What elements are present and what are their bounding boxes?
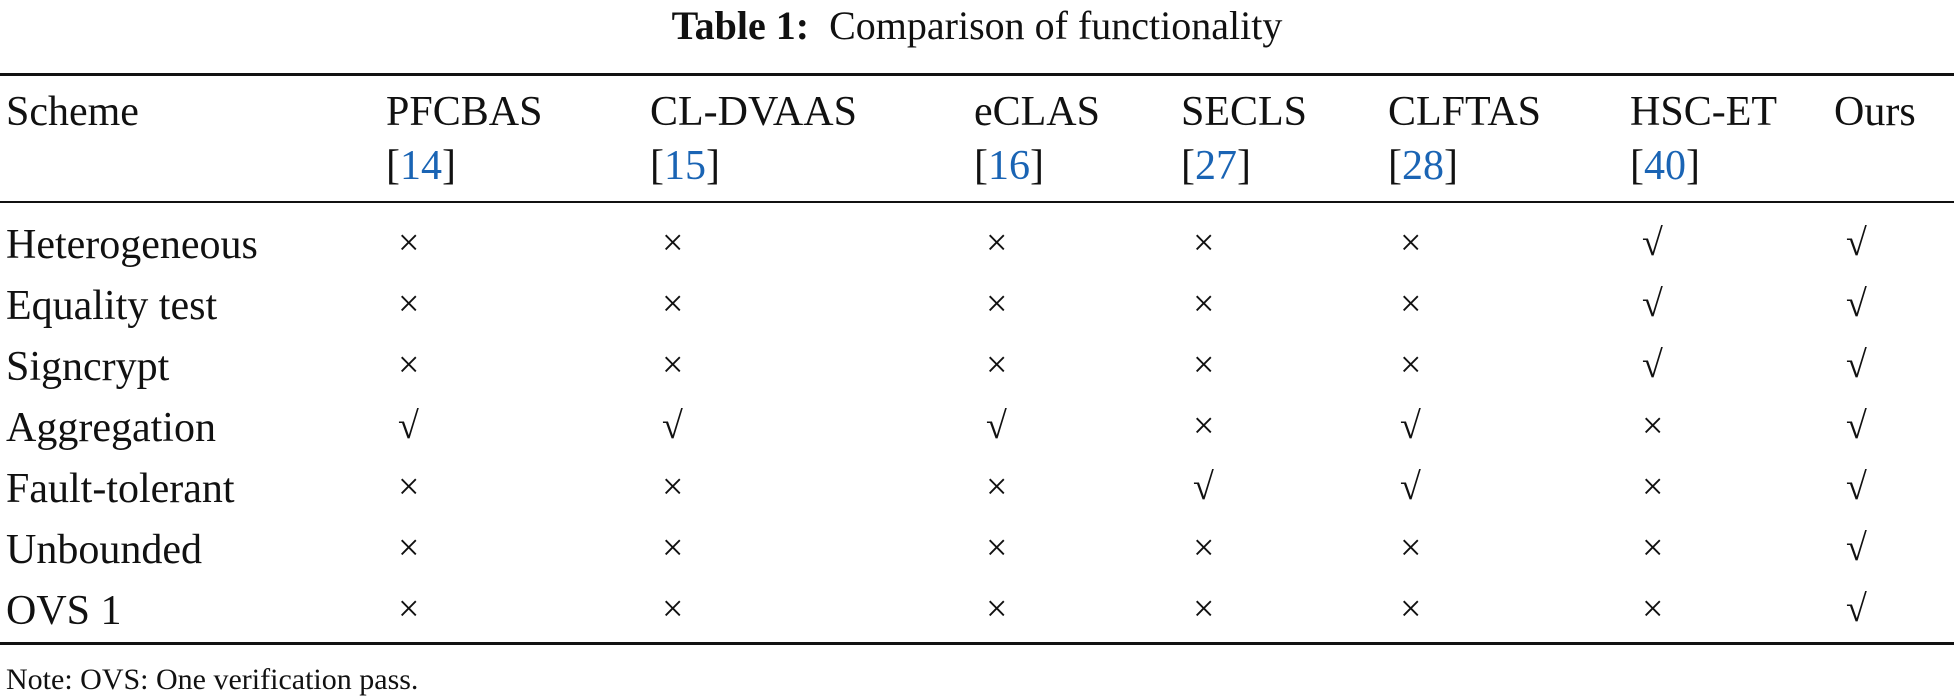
header-name: SECLS (1181, 89, 1308, 135)
cell-symbol: √ (1642, 283, 1663, 325)
cell-symbol: × (986, 527, 1008, 569)
cell-symbol: × (1400, 222, 1422, 264)
cite-bracket: [ (650, 143, 664, 189)
cell-symbol: × (1400, 344, 1422, 386)
header-cite: [14] (386, 145, 456, 187)
cell-symbol: √ (1642, 222, 1663, 264)
header-name: HSC-ET (1630, 89, 1777, 135)
cell-symbol: × (1400, 588, 1422, 630)
cell-symbol: × (1642, 588, 1664, 630)
row-label: Fault-tolerant (6, 466, 235, 512)
cite-number: 15 (664, 143, 706, 189)
cite-bracket: [ (1630, 143, 1644, 189)
cell-symbol: × (1400, 527, 1422, 569)
cell-symbol: √ (1846, 405, 1867, 447)
cell-symbol: × (398, 222, 420, 264)
cell-symbol: √ (1846, 344, 1867, 386)
cell-symbol: × (662, 527, 684, 569)
cite-bracket: ] (442, 143, 456, 189)
cell-symbol: × (1642, 527, 1664, 569)
cell-symbol: × (662, 588, 684, 630)
cell-symbol: √ (398, 405, 419, 447)
cite-bracket: [ (1388, 143, 1402, 189)
cell-symbol: × (1642, 466, 1664, 508)
cell-symbol: × (662, 222, 684, 264)
cell-symbol: × (662, 283, 684, 325)
header-cite: [28] (1388, 145, 1458, 187)
cite-number: 27 (1195, 143, 1237, 189)
cell-symbol: √ (1846, 527, 1867, 569)
cell-symbol: × (1193, 283, 1215, 325)
top-rule (0, 73, 1954, 76)
row-label: OVS 1 (6, 588, 122, 634)
cell-symbol: √ (1846, 283, 1867, 325)
cell-symbol: √ (1400, 405, 1421, 447)
cell-symbol: × (986, 283, 1008, 325)
caption-text: Comparison of functionality (829, 3, 1283, 48)
cite-bracket: ] (1686, 143, 1700, 189)
cell-symbol: × (1193, 588, 1215, 630)
cell-symbol: × (662, 466, 684, 508)
header-name: Ours (1834, 89, 1916, 135)
cite-number: 16 (988, 143, 1030, 189)
cell-symbol: × (1193, 527, 1215, 569)
cell-symbol: √ (1642, 344, 1663, 386)
header-cite: [27] (1181, 145, 1251, 187)
cell-symbol: × (1642, 405, 1664, 447)
cell-symbol: × (398, 466, 420, 508)
cell-symbol: × (1193, 344, 1215, 386)
note: Note: OVS: One verification pass. (6, 663, 419, 696)
cell-symbol: √ (1846, 588, 1867, 630)
cell-symbol: × (398, 588, 420, 630)
row-label: Equality test (6, 283, 218, 329)
cell-symbol: × (986, 222, 1008, 264)
header-name: PFCBAS (386, 89, 543, 135)
cite-bracket: [ (974, 143, 988, 189)
cell-symbol: √ (1400, 466, 1421, 508)
cell-symbol: × (1193, 405, 1215, 447)
cell-symbol: × (1193, 222, 1215, 264)
row-label: Unbounded (6, 527, 202, 573)
cell-symbol: √ (1846, 222, 1867, 264)
header-cite: [15] (650, 145, 720, 187)
cite-number: 40 (1644, 143, 1686, 189)
bottom-rule (0, 642, 1954, 645)
caption: Table 1: Comparison of functionality (0, 6, 1954, 46)
cite-bracket: ] (1444, 143, 1458, 189)
row-label: Signcrypt (6, 344, 170, 390)
cite-number: 28 (1402, 143, 1444, 189)
caption-label: Table 1: (671, 3, 810, 48)
cell-symbol: × (398, 344, 420, 386)
cell-symbol: × (398, 283, 420, 325)
header-cite: [40] (1630, 145, 1700, 187)
cite-bracket: ] (1030, 143, 1044, 189)
row-label: Heterogeneous (6, 222, 258, 268)
cell-symbol: √ (662, 405, 683, 447)
cite-number: 14 (400, 143, 442, 189)
cell-symbol: √ (986, 405, 1007, 447)
cell-symbol: × (986, 466, 1008, 508)
cite-bracket: [ (1181, 143, 1195, 189)
cell-symbol: √ (1193, 466, 1214, 508)
cell-symbol: × (986, 344, 1008, 386)
mid-rule (0, 201, 1954, 203)
header-name: CLFTAS (1388, 89, 1542, 135)
row-label: Aggregation (6, 405, 216, 451)
cell-symbol: × (398, 527, 420, 569)
header-cite: [16] (974, 145, 1044, 187)
cell-symbol: √ (1846, 466, 1867, 508)
cell-symbol: × (662, 344, 684, 386)
header-name: CL-DVAAS (650, 89, 857, 135)
cell-symbol: × (986, 588, 1008, 630)
cite-bracket: ] (1237, 143, 1251, 189)
cell-symbol: × (1400, 283, 1422, 325)
cite-bracket: ] (706, 143, 720, 189)
header-name: eCLAS (974, 89, 1100, 135)
cite-bracket: [ (386, 143, 400, 189)
header-name: Scheme (6, 89, 139, 135)
